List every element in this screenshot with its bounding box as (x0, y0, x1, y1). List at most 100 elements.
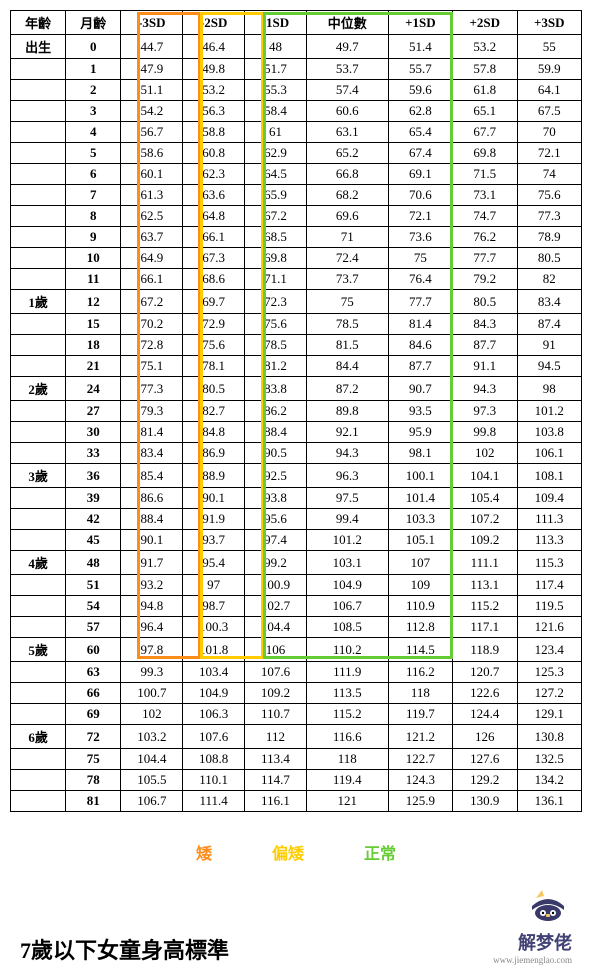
table-cell: 111.4 (183, 791, 245, 812)
table-cell: 122.6 (453, 683, 517, 704)
table-cell: 1 (66, 59, 121, 80)
table-cell: 70 (517, 122, 582, 143)
table-cell (11, 335, 66, 356)
table-cell: 66 (66, 683, 121, 704)
table-row: 1歲1267.269.772.37577.780.583.4 (11, 290, 582, 314)
table-row: 1872.875.678.581.584.687.791 (11, 335, 582, 356)
table-cell: 113.5 (306, 683, 388, 704)
table-cell: 120.7 (453, 662, 517, 683)
table-row: 660.162.364.566.869.171.574 (11, 164, 582, 185)
table-cell: 57.4 (306, 80, 388, 101)
table-cell: 114.5 (388, 638, 452, 662)
table-cell: 72.9 (183, 314, 245, 335)
table-cell: 63.1 (306, 122, 388, 143)
table-cell: 61.8 (453, 80, 517, 101)
table-cell: 101.4 (388, 488, 452, 509)
logo-text: 解梦佬 (493, 929, 572, 955)
table-cell: 75.6 (517, 185, 582, 206)
table-cell: 55.7 (388, 59, 452, 80)
table-cell: 78.5 (245, 335, 307, 356)
table-cell: 11 (66, 269, 121, 290)
table-cell: 106.1 (517, 443, 582, 464)
table-cell (11, 401, 66, 422)
table-cell: 24 (66, 377, 121, 401)
table-cell: 99.8 (453, 422, 517, 443)
table-cell: 100.1 (388, 464, 452, 488)
table-cell: 130.9 (453, 791, 517, 812)
table-cell: 2 (66, 80, 121, 101)
table-cell: 3歲 (11, 464, 66, 488)
table-row: 66100.7104.9109.2113.5118122.6127.2 (11, 683, 582, 704)
table-cell (11, 206, 66, 227)
table-cell: 119.4 (306, 770, 388, 791)
table-cell: 107.6 (183, 725, 245, 749)
table-cell: 90.1 (121, 530, 183, 551)
table-cell: 86.9 (183, 443, 245, 464)
table-cell: 66.8 (306, 164, 388, 185)
table-cell: 129.1 (517, 704, 582, 725)
table-cell: 104.4 (121, 749, 183, 770)
table-cell: 97.3 (453, 401, 517, 422)
table-row: 75104.4108.8113.4118122.7127.6132.5 (11, 749, 582, 770)
table-cell: 5歲 (11, 638, 66, 662)
table-cell: 66.1 (183, 227, 245, 248)
table-cell: 121.6 (517, 617, 582, 638)
page-title: 7歲以下女童身高標準 (20, 933, 229, 965)
table-cell: 116.6 (306, 725, 388, 749)
table-cell: 72.3 (245, 290, 307, 314)
table-header-cell: -2SD (183, 11, 245, 35)
table-cell: 72.4 (306, 248, 388, 269)
table-cell: 67.2 (121, 290, 183, 314)
table-header-cell: -1SD (245, 11, 307, 35)
table-cell: 112 (245, 725, 307, 749)
table-cell: 125.9 (388, 791, 452, 812)
table-cell: 65.1 (453, 101, 517, 122)
table-cell: 113.3 (517, 530, 582, 551)
table-cell (11, 530, 66, 551)
table-cell: 101.8 (183, 638, 245, 662)
table-cell: 109.2 (245, 683, 307, 704)
table-cell: 88.9 (183, 464, 245, 488)
table-cell: 68.6 (183, 269, 245, 290)
table-cell: 62.9 (245, 143, 307, 164)
table-cell: 36 (66, 464, 121, 488)
table-cell: 90.5 (245, 443, 307, 464)
table-cell: 91 (517, 335, 582, 356)
table-cell: 8 (66, 206, 121, 227)
table-row: 4歲4891.795.499.2103.1107111.1115.3 (11, 551, 582, 575)
table-cell: 81.2 (245, 356, 307, 377)
table-cell: 94.3 (453, 377, 517, 401)
table-cell: 115.2 (306, 704, 388, 725)
table-cell: 81.4 (388, 314, 452, 335)
table-cell: 80.5 (517, 248, 582, 269)
table-cell: 116.2 (388, 662, 452, 683)
table-cell: 93.2 (121, 575, 183, 596)
table-cell: 62.8 (388, 101, 452, 122)
table-cell: 79.2 (453, 269, 517, 290)
table-cell: 97 (183, 575, 245, 596)
table-cell: 103.8 (517, 422, 582, 443)
table-cell: 4歲 (11, 551, 66, 575)
logo-icon (493, 888, 572, 927)
table-cell: 127.6 (453, 749, 517, 770)
table-cell: 42 (66, 509, 121, 530)
table-cell: 86.2 (245, 401, 307, 422)
table-cell: 103.3 (388, 509, 452, 530)
table-cell: 64.1 (517, 80, 582, 101)
table-cell: 66.1 (121, 269, 183, 290)
table-row: 1570.272.975.678.581.484.387.4 (11, 314, 582, 335)
table-cell: 93.8 (245, 488, 307, 509)
table-cell: 55.3 (245, 80, 307, 101)
table-cell: 111.3 (517, 509, 582, 530)
table-cell: 64.9 (121, 248, 183, 269)
table-cell: 81 (66, 791, 121, 812)
table-cell: 15 (66, 314, 121, 335)
table-cell: 98 (517, 377, 582, 401)
table-cell: 91.1 (453, 356, 517, 377)
legend-normal: 正常 (364, 840, 396, 864)
table-cell: 113.1 (453, 575, 517, 596)
table-cell: 99.2 (245, 551, 307, 575)
table-cell: 132.5 (517, 749, 582, 770)
table-cell: 104.9 (306, 575, 388, 596)
table-cell: 51.1 (121, 80, 183, 101)
